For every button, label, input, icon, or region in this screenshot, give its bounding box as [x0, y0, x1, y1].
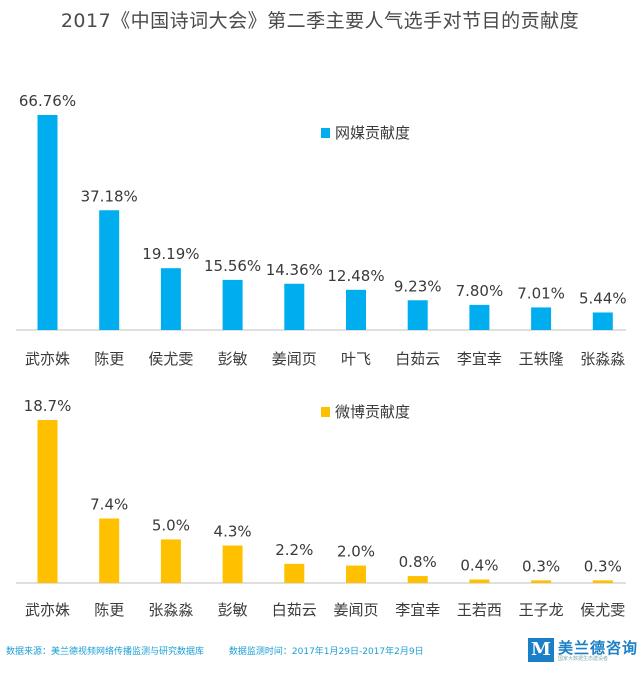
- wangmei-bar: [346, 289, 366, 330]
- logo-mark-tag: CMMR: [531, 664, 551, 670]
- wangmei-bar: [222, 279, 243, 330]
- data-source-note: 数据来源：美兰德视频网络传播监测与研究数据库: [6, 647, 205, 657]
- logo-subtitle: 国家大数据生态建设者: [558, 656, 609, 662]
- weibo-data-label: 4.3%: [214, 523, 252, 541]
- weibo-data-label: 0.4%: [460, 557, 498, 575]
- wangmei-category-label: 彭敏: [218, 350, 248, 368]
- wangmei-data-label: 7.01%: [517, 284, 565, 302]
- weibo-bar: [284, 563, 305, 583]
- weibo-category-label: 陈更: [94, 601, 124, 619]
- wangmei-data-label: 15.56%: [204, 257, 261, 275]
- wangmei-bar: [160, 268, 181, 330]
- chart-title: 2017《中国诗词大会》第二季主要人气选手对节目的贡献度: [60, 10, 580, 32]
- weibo-data-label: 2.0%: [337, 543, 375, 561]
- weibo-bar: [160, 539, 181, 583]
- weibo-data-label: 0.3%: [584, 557, 622, 575]
- weibo-category-label: 李宜幸: [395, 601, 440, 619]
- wangmei-bar: [407, 300, 428, 330]
- weibo-category-label: 侯尤雯: [580, 601, 625, 619]
- weibo-data-label: 5.0%: [152, 516, 190, 534]
- wangmei-bar: [592, 312, 613, 330]
- logo-name: 美兰德咨询: [558, 639, 639, 657]
- weibo-bar: [346, 565, 366, 583]
- logo-mark-letter: M: [531, 639, 551, 660]
- wangmei-data-label: 66.76%: [19, 92, 76, 110]
- wangmei-bar: [531, 307, 552, 330]
- wangmei-category-label: 侯尤雯: [148, 350, 193, 368]
- weibo-bar: [37, 420, 58, 583]
- weibo-data-label: 0.8%: [399, 553, 437, 571]
- wangmei-data-label: 37.18%: [81, 187, 138, 205]
- wangmei-bar: [469, 304, 490, 330]
- weibo-category-label: 王子龙: [519, 601, 564, 619]
- wangmei-data-label: 12.48%: [327, 267, 384, 285]
- weibo-data-label: 2.2%: [275, 541, 313, 559]
- wangmei-data-label: 19.19%: [142, 245, 199, 263]
- wangmei-data-label: 14.36%: [266, 261, 323, 279]
- wangmei-data-label: 7.80%: [456, 282, 504, 300]
- wangmei-bar: [99, 210, 120, 330]
- wangmei-data-label: 9.23%: [394, 277, 442, 295]
- monitoring-period-note: 数据监测时间：2017年1月29日-2017年2月9日: [228, 647, 424, 657]
- wangmei-category-label: 武亦姝: [25, 350, 70, 368]
- weibo-category-label: 王若西: [457, 601, 502, 619]
- logo-mark: M CMMR: [528, 638, 554, 670]
- wangmei-category-label: 叶飞: [341, 350, 371, 368]
- weibo-bar: [407, 576, 428, 583]
- weibo-bar: [469, 579, 490, 583]
- wangmei-legend-label: 网媒贡献度: [335, 124, 410, 142]
- wangmei-category-label: 张淼淼: [580, 350, 625, 368]
- wangmei-category-label: 陈更: [94, 350, 124, 368]
- wangmei-category-label: 白茹云: [395, 350, 440, 368]
- weibo-data-label: 7.4%: [90, 495, 128, 513]
- weibo-category-label: 彭敏: [218, 601, 248, 619]
- wangmei-category-label: 李宜幸: [457, 350, 502, 368]
- weibo-bar: [531, 580, 552, 583]
- weibo-legend-label: 微博贡献度: [335, 403, 410, 421]
- wangmei-bar: [284, 283, 305, 330]
- wangmei-category-label: 姜闻页: [272, 350, 317, 368]
- weibo-data-label: 18.7%: [24, 397, 72, 415]
- weibo-category-label: 张淼淼: [148, 601, 193, 619]
- weibo-category-label: 武亦姝: [25, 601, 70, 619]
- weibo-category-label: 姜闻页: [333, 601, 378, 619]
- weibo-category-label: 白茹云: [272, 601, 317, 619]
- wangmei-category-label: 王轶隆: [519, 350, 564, 368]
- weibo-bar: [222, 545, 243, 583]
- weibo-bar: [592, 580, 613, 583]
- weibo-bar: [99, 518, 120, 583]
- weibo-data-label: 0.3%: [522, 557, 560, 575]
- company-logo: M CMMR 美兰德咨询 国家大数据生态建设者: [528, 638, 639, 670]
- wangmei-bar: [37, 115, 58, 330]
- wangmei-data-label: 5.44%: [579, 289, 627, 307]
- weibo-legend-swatch: [321, 407, 330, 417]
- footer: 数据来源：美兰德视频网络传播监测与研究数据库 数据监测时间：2017年1月29日…: [6, 644, 446, 657]
- wangmei-legend-swatch: [321, 128, 330, 138]
